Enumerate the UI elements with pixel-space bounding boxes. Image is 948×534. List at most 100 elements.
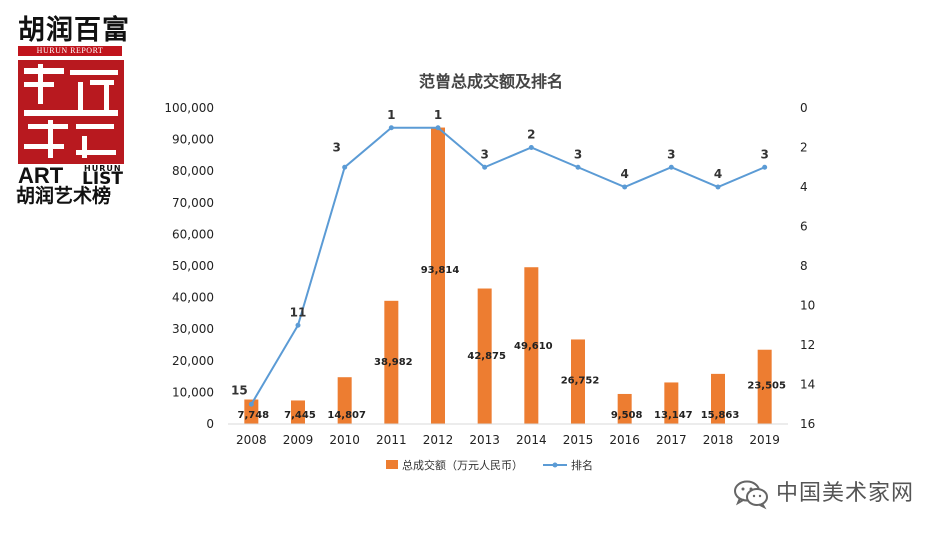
rank-point <box>342 164 348 170</box>
rank-line <box>250 126 766 405</box>
y2-tick-label: 0 <box>800 101 808 115</box>
bar <box>617 393 632 424</box>
rank-value-label: 15 <box>231 383 248 397</box>
x-tick-label: 2017 <box>656 433 687 447</box>
rank-point <box>715 184 721 190</box>
x-tick-label: 2009 <box>283 433 314 447</box>
y-tick-label: 90,000 <box>172 133 214 147</box>
bar-value-label: 49,610 <box>514 341 553 352</box>
bar-value-label: 7,748 <box>238 410 270 421</box>
bar-value-label: 42,875 <box>467 351 506 362</box>
rank-value-label: 4 <box>714 167 722 181</box>
logo-artlist: ART HURUN LIST <box>18 164 126 188</box>
rank-value-label: 1 <box>434 108 442 122</box>
y2-tick-label: 6 <box>800 220 808 234</box>
bar-value-label: 7,445 <box>284 410 316 421</box>
rank-point <box>295 322 301 328</box>
rank-point <box>668 164 674 170</box>
logo-art-text: ART <box>18 163 64 188</box>
rank-point <box>575 164 581 170</box>
x-tick-label: 2019 <box>749 433 780 447</box>
bar <box>291 400 305 424</box>
rank-value-label: 3 <box>667 147 675 161</box>
left-axis-ticks: 100,000 90,000 80,000 70,000 60,000 50,000 40,… <box>164 101 214 431</box>
bar-value-label: 14,807 <box>327 410 366 421</box>
y-tick-label: 0 <box>206 417 214 431</box>
bar-value-label: 23,505 <box>747 380 786 391</box>
bar <box>384 300 399 424</box>
bar <box>337 377 352 424</box>
x-tick-label: 2016 <box>609 433 640 447</box>
x-tick-label: 2010 <box>329 433 360 447</box>
rank-value-label: 3 <box>332 140 340 154</box>
bar-value-label: 9,508 <box>611 410 643 421</box>
rank-point <box>248 401 254 407</box>
bar-value-labels: 7,748 7,445 14,807 38,982 93,814 42,875 49,610… <box>238 265 786 421</box>
y-tick-label: 20,000 <box>172 354 214 368</box>
rank-line-series <box>248 125 768 407</box>
bar <box>244 399 259 424</box>
logo-art-mark-icon <box>18 60 124 164</box>
rank-value-label: 3 <box>574 147 582 161</box>
bar-value-label: 15,863 <box>701 410 740 421</box>
y-tick-label: 30,000 <box>172 322 214 336</box>
y2-tick-label: 8 <box>800 259 808 273</box>
rank-value-label: 1 <box>387 108 395 122</box>
bar-value-label: 38,982 <box>374 357 413 368</box>
y-tick-label: 60,000 <box>172 227 214 241</box>
rank-point <box>762 164 768 170</box>
rank-point <box>528 145 534 150</box>
right-axis-ticks: 0 2 4 6 8 10 12 14 16 <box>800 101 815 431</box>
legend-bar-swatch <box>386 460 398 469</box>
chart-title: 范曾总成交额及排名 <box>419 72 563 91</box>
legend-line-label: 排名 <box>571 458 593 472</box>
x-tick-label: 2013 <box>469 433 500 447</box>
bar <box>664 382 679 424</box>
y-tick-label: 40,000 <box>172 291 214 305</box>
y2-tick-label: 4 <box>800 180 808 194</box>
rank-point <box>622 184 628 190</box>
logo-list-text: LIST <box>82 169 123 189</box>
x-tick-label: 2008 <box>236 433 267 447</box>
bar-series <box>244 127 772 424</box>
bar <box>711 373 725 424</box>
hurun-art-list-logo: 胡润百富 HURUN REPORT ART HURUN LIST 胡润艺术榜 <box>14 14 129 207</box>
y-tick-label: 80,000 <box>172 164 214 178</box>
bar-value-label: 93,814 <box>421 265 460 276</box>
legend: 总成交额（万元人民币） 排名 <box>386 458 593 472</box>
logo-hurun-small-text: HURUN <box>84 164 122 173</box>
bar-value-label: 26,752 <box>561 375 600 386</box>
y-tick-label: 10,000 <box>172 385 214 399</box>
watermark-text: 中国美术家网 <box>776 481 915 506</box>
x-tick-label: 2018 <box>703 433 734 447</box>
bar <box>431 127 445 424</box>
x-tick-label: 2011 <box>376 433 407 447</box>
y2-tick-label: 16 <box>800 417 815 431</box>
logo-hurun-report-text: HURUN REPORT <box>18 46 122 56</box>
bar-value-label: 13,147 <box>654 410 693 421</box>
rank-point <box>435 125 441 131</box>
bar <box>524 267 539 424</box>
rank-value-label: 2 <box>527 128 535 142</box>
rank-value-label: 3 <box>760 147 768 161</box>
rank-point <box>388 125 394 131</box>
x-tick-label: 2014 <box>516 433 547 447</box>
legend-bar-label: 总成交额（万元人民币） <box>402 458 523 472</box>
bar <box>571 339 585 424</box>
y2-tick-label: 14 <box>800 378 815 392</box>
logo-hurun-wealth-text: 胡润百富 <box>18 15 130 46</box>
legend-line-marker <box>552 462 558 468</box>
bar <box>757 349 772 424</box>
y2-tick-label: 2 <box>800 141 808 155</box>
logo-hurun-art-list-text: 胡润艺术榜 <box>16 185 112 207</box>
rank-value-label: 4 <box>620 167 628 181</box>
y-tick-label: 100,000 <box>164 101 214 115</box>
bar <box>477 288 492 424</box>
y2-tick-label: 12 <box>800 338 815 352</box>
watermark: 中国美术家网 <box>732 478 932 510</box>
x-tick-label: 2015 <box>563 433 594 447</box>
x-axis-ticks: 2008 2009 2010 2011 2012 2013 2014 2015 2016 2017… <box>236 433 780 447</box>
wechat-icon <box>734 480 768 510</box>
